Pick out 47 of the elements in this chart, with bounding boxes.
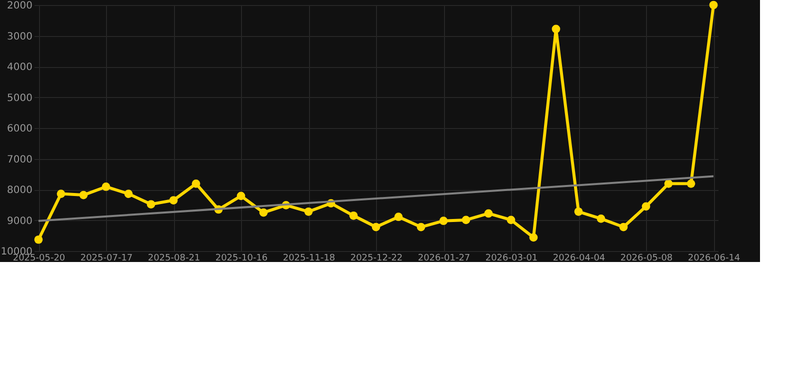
y-tick-label: 5000 bbox=[7, 92, 32, 104]
point bbox=[709, 0, 718, 10]
point bbox=[394, 212, 403, 222]
point bbox=[146, 200, 156, 208]
point bbox=[506, 216, 516, 224]
x-tick-label: 2025-08-21 bbox=[148, 254, 200, 264]
point bbox=[259, 208, 268, 217]
x-tick-label: 2025-12-22 bbox=[350, 254, 403, 264]
point bbox=[642, 202, 650, 211]
point bbox=[79, 190, 88, 200]
x-tick-label: 2025-07-17 bbox=[80, 254, 133, 264]
point bbox=[462, 216, 470, 224]
x-tick-label: 2026-06-14 bbox=[688, 254, 740, 264]
point bbox=[574, 207, 583, 216]
y-tick-label: 7000 bbox=[7, 154, 32, 166]
point bbox=[124, 190, 133, 198]
point bbox=[56, 190, 66, 198]
point bbox=[529, 233, 538, 242]
point bbox=[372, 222, 380, 232]
x-tick-label: 2026-03-01 bbox=[485, 254, 538, 264]
point bbox=[619, 222, 628, 232]
point bbox=[236, 192, 246, 200]
y-tick-label: 3000 bbox=[7, 31, 32, 42]
point bbox=[34, 235, 43, 244]
point bbox=[484, 209, 493, 218]
point bbox=[596, 214, 606, 223]
point bbox=[349, 211, 358, 220]
point bbox=[552, 24, 560, 34]
y-tick-label: 2000 bbox=[7, 0, 32, 12]
point bbox=[169, 196, 178, 204]
point bbox=[304, 207, 313, 216]
x-tick-label: 2025-11-18 bbox=[282, 254, 336, 264]
point bbox=[102, 182, 110, 191]
y-tick-label: 8000 bbox=[7, 185, 32, 196]
y-tick-label: 4000 bbox=[7, 62, 32, 73]
y-tick-label: 9000 bbox=[7, 216, 32, 227]
point bbox=[439, 216, 448, 226]
x-tick-label: 2026-05-08 bbox=[620, 254, 673, 264]
x-tick-label: 2026-01-27 bbox=[418, 254, 470, 264]
point bbox=[416, 222, 426, 232]
x-tick-label: 2025-10-16 bbox=[215, 254, 268, 264]
point bbox=[664, 179, 673, 188]
x-tick-label: 2025-05-20 bbox=[12, 254, 66, 264]
y-tick-label: 6000 bbox=[7, 124, 32, 134]
point bbox=[686, 179, 696, 188]
x-tick-label: 2026-04-04 bbox=[552, 254, 606, 264]
point bbox=[192, 179, 200, 188]
